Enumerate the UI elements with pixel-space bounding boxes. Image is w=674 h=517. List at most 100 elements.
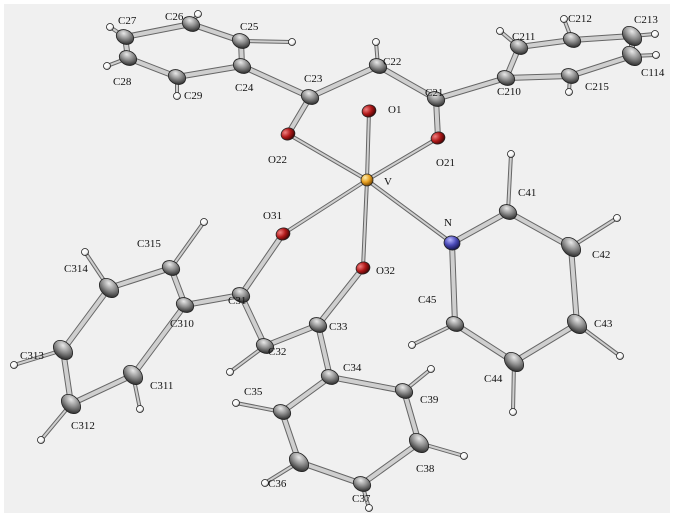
- hydrogen-atom: [232, 399, 240, 407]
- atom-o31: [275, 227, 291, 241]
- hydrogen-atom: [613, 214, 621, 222]
- atom-label-n: N: [444, 217, 452, 229]
- atom-label-c25: C25: [240, 21, 259, 33]
- bond-o32-c33: [315, 265, 366, 328]
- atom-label-c22: C22: [383, 56, 401, 68]
- atom-label-c315: C315: [137, 238, 161, 250]
- bond-c315-h: [169, 220, 206, 270]
- atom-c311: [122, 364, 144, 386]
- bond-v-o31: [281, 178, 369, 236]
- atom-label-c312: C312: [71, 420, 95, 432]
- atom-o32: [355, 261, 371, 275]
- hydrogen-atom: [652, 51, 660, 59]
- bond-c31-c310: [182, 292, 244, 308]
- atom-label-c27: C27: [118, 15, 137, 27]
- hydrogen-atom: [460, 452, 468, 460]
- hydrogen-atom: [651, 30, 659, 38]
- atom-label-c32: C32: [268, 346, 286, 358]
- atom-c33: [308, 317, 328, 333]
- atom-c39: [394, 383, 414, 399]
- bond-c34-c35: [279, 374, 333, 415]
- atom-c210: [496, 70, 516, 86]
- bond-c36-c37: [296, 459, 365, 487]
- bond-c26-c27: [122, 21, 194, 40]
- atom-o1: [361, 104, 377, 118]
- atom-label-c21: C21: [425, 87, 443, 99]
- atom-c31: [231, 287, 251, 303]
- atom-c27: [115, 29, 135, 45]
- atom-label-c36: C36: [268, 478, 287, 490]
- atom-o21: [430, 131, 446, 145]
- atom-c114: [621, 45, 643, 67]
- bond-c31-c32: [238, 292, 268, 349]
- bond-o31-c31: [238, 231, 286, 298]
- bond-v-o32: [361, 178, 369, 270]
- atom-label-c211: C211: [512, 31, 535, 43]
- atom-c28: [118, 50, 138, 66]
- hydrogen-atom: [106, 23, 114, 31]
- atom-c215: [560, 68, 580, 84]
- bond-c45-n: [449, 240, 458, 327]
- hydrogen-atom: [616, 352, 624, 360]
- bond-c22-c23: [307, 63, 381, 100]
- atom-label-o31: O31: [263, 210, 282, 222]
- atom-c22: [368, 58, 388, 74]
- atom-c23: [300, 89, 320, 105]
- atom-label-v: V: [384, 176, 392, 188]
- hydrogen-atom: [200, 218, 208, 226]
- atom-c42: [560, 236, 582, 258]
- atom-c25: [231, 33, 251, 49]
- atom-label-c38: C38: [416, 463, 435, 475]
- hydrogen-atom: [261, 479, 269, 487]
- bond-c212-c213: [569, 33, 635, 43]
- atom-c312: [60, 393, 82, 415]
- hydrogen-atom: [288, 38, 296, 46]
- hydrogen-atom: [37, 436, 45, 444]
- bond-n-c41: [449, 209, 511, 246]
- atom-label-c45: C45: [418, 294, 437, 306]
- atom-c212: [562, 32, 582, 48]
- atom-label-c28: C28: [113, 76, 132, 88]
- atom-c32: [255, 338, 275, 354]
- atom-v: [360, 173, 374, 187]
- atom-c38: [408, 432, 430, 454]
- atom-label-c24: C24: [235, 82, 254, 94]
- bond-c310-c311: [130, 302, 188, 378]
- atom-c313: [52, 339, 74, 361]
- bond-c39-c34: [327, 374, 407, 394]
- atom-c24: [232, 58, 252, 74]
- hydrogen-atom: [81, 248, 89, 256]
- atom-o22: [280, 127, 296, 141]
- hydrogen-atom: [565, 88, 573, 96]
- atom-label-c313: C313: [20, 350, 44, 362]
- atom-c310: [175, 297, 195, 313]
- atom-c41: [498, 204, 518, 220]
- atom-label-c43: C43: [594, 318, 613, 330]
- bond-v-o21: [365, 136, 440, 182]
- bond-c43-c44: [511, 321, 580, 365]
- atom-c211: [509, 39, 529, 55]
- bond-c311-c312: [68, 372, 136, 407]
- hydrogen-atom: [507, 150, 515, 158]
- atom-c45: [445, 316, 465, 332]
- bond-v-o1: [365, 109, 371, 182]
- atom-c37: [352, 476, 372, 492]
- atom-c44: [503, 351, 525, 373]
- hydrogen-atom: [103, 62, 111, 70]
- atom-c36: [288, 451, 310, 473]
- atom-label-o1: O1: [388, 104, 401, 116]
- hydrogen-atom: [136, 405, 144, 413]
- atom-c213: [621, 25, 643, 47]
- atom-label-c114: C114: [641, 67, 665, 79]
- hydrogen-atom: [226, 368, 234, 376]
- bond-c33-c34: [315, 322, 333, 380]
- bond-c42-h: [569, 216, 619, 249]
- bond-c29-c24: [174, 63, 245, 80]
- bond-c114-c215: [567, 53, 635, 79]
- atom-label-c311: C311: [150, 380, 173, 392]
- bond-c211-c212: [516, 37, 575, 50]
- bond-c41-c42: [505, 209, 574, 250]
- atom-c314: [98, 277, 120, 299]
- atom-label-c26: C26: [165, 11, 184, 23]
